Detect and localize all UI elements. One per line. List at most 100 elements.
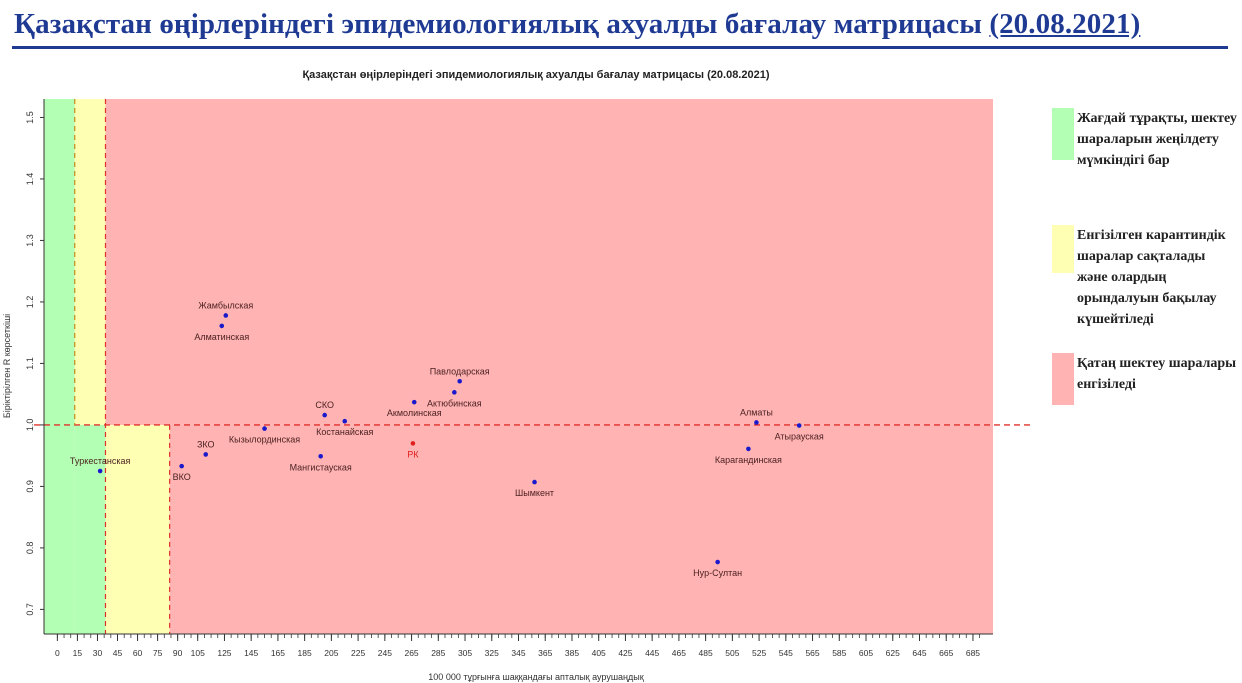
- slide-title: Қазақстан өңірлеріндегі эпидемиологиялық…: [14, 8, 1140, 41]
- data-point-label: СКО: [315, 400, 334, 410]
- data-point-label: Жамбылская: [198, 300, 253, 310]
- data-point: [796, 423, 802, 428]
- legend-swatch: [1052, 108, 1074, 160]
- x-tick-label: 225: [351, 648, 365, 658]
- data-point: [410, 441, 416, 446]
- legend-label: Қатаң шектеу шаралары енгізіледі: [1077, 356, 1237, 392]
- data-point: [452, 390, 457, 395]
- zone-green: [74, 424, 106, 634]
- data-point: [457, 378, 462, 384]
- x-tick-label: 90: [173, 648, 183, 658]
- zone-yellow: [105, 424, 170, 634]
- x-tick-label: 565: [805, 648, 819, 658]
- title-underline: [12, 46, 1228, 49]
- data-point-label: Алматы: [740, 407, 773, 417]
- legend-label: Жағдай тұрақты, шектеу шараларын жеңілде…: [1077, 111, 1237, 168]
- y-tick-label: 0.7: [25, 603, 35, 616]
- x-tick-label: 465: [672, 648, 686, 658]
- data-point-label: Павлодарская: [430, 366, 490, 376]
- x-tick-label: 445: [645, 648, 659, 658]
- x-tick-label: 545: [779, 648, 793, 658]
- x-tick-label: 165: [271, 648, 285, 658]
- data-point: [754, 420, 759, 425]
- x-tick-label: 75: [153, 648, 163, 658]
- zone-red: [105, 99, 994, 425]
- x-tick-label: 645: [912, 648, 926, 658]
- legend-swatch: [1052, 353, 1074, 405]
- data-point-label: Алматинская: [194, 332, 249, 342]
- slide-title-date: (20.08.2021): [989, 8, 1141, 40]
- x-tick-label: 265: [404, 648, 418, 658]
- data-point-label: Актюбинская: [427, 398, 482, 408]
- data-point: [318, 453, 323, 459]
- x-tick-label: 525: [752, 648, 766, 658]
- data-point-label: Мангистауская: [290, 462, 352, 472]
- x-tick-label: 485: [699, 648, 713, 658]
- x-tick-label: 425: [618, 648, 632, 658]
- zone-green: [44, 99, 75, 634]
- x-tick-label: 625: [886, 648, 900, 658]
- x-tick-label: 505: [725, 648, 739, 658]
- data-point-label: Костанайская: [316, 427, 373, 437]
- zone-yellow: [74, 99, 106, 425]
- zone-red: [169, 424, 993, 634]
- x-tick-label: 205: [324, 648, 338, 658]
- data-point-label: Акмолинская: [387, 408, 442, 418]
- y-tick-label: 1.4: [25, 173, 35, 186]
- data-point-label: Шымкент: [515, 488, 554, 498]
- data-point-label: ВКО: [173, 472, 191, 482]
- x-tick-label: 145: [244, 648, 258, 658]
- slide-title-text: Қазақстан өңірлеріндегі эпидемиологиялық…: [14, 8, 982, 40]
- x-tick-label: 30: [93, 648, 103, 658]
- x-tick-label: 685: [966, 648, 980, 658]
- x-tick-label: 385: [565, 648, 579, 658]
- data-point: [342, 418, 348, 424]
- data-point-label: Кызылординская: [229, 435, 300, 445]
- x-tick-label: 585: [832, 648, 846, 658]
- data-point-label: РК: [407, 449, 419, 459]
- x-tick-label: 305: [458, 648, 472, 658]
- data-point: [411, 399, 417, 405]
- data-point: [746, 446, 751, 452]
- x-tick-label: 405: [592, 648, 606, 658]
- x-tick-label: 15: [73, 648, 83, 658]
- data-point: [219, 323, 225, 329]
- x-tick-label: 45: [113, 648, 123, 658]
- x-tick-label: 285: [431, 648, 445, 658]
- data-point-label: Нур-Султан: [693, 568, 742, 578]
- y-tick-label: 0.8: [25, 542, 35, 555]
- data-point: [262, 426, 267, 431]
- x-tick-label: 665: [939, 648, 953, 658]
- x-tick-label: 60: [133, 648, 143, 658]
- y-tick-label: 1.3: [25, 234, 35, 247]
- x-tick-label: 245: [378, 648, 392, 658]
- legend-label: Енгізілген карантиндік шаралар сақталады…: [1077, 228, 1226, 327]
- y-tick-label: 1.0: [25, 419, 35, 432]
- x-tick-label: 185: [298, 648, 312, 658]
- x-tick-label: 105: [191, 648, 205, 658]
- x-tick-label: 325: [485, 648, 499, 658]
- data-point: [179, 463, 184, 469]
- y-tick-label: 1.5: [25, 111, 35, 124]
- data-point-label: Туркестанская: [70, 456, 131, 466]
- y-axis-label: Біріктірілген R көрсеткіші: [2, 314, 12, 418]
- x-tick-label: 365: [538, 648, 552, 658]
- data-point: [97, 468, 103, 474]
- y-tick-label: 1.2: [25, 296, 35, 309]
- y-tick-label: 1.1: [25, 357, 35, 370]
- data-point-label: Карагандинская: [715, 455, 782, 465]
- data-point-label: Атырауская: [775, 432, 824, 442]
- chart-title: Қазақстан өңірлеріндегі эпидемиологиялық…: [302, 69, 769, 81]
- x-axis-label: 100 000 тұрғынға шаққандағы апталық ауру…: [428, 672, 643, 682]
- data-point: [322, 412, 327, 418]
- data-point-label: ЗКО: [197, 439, 215, 449]
- data-point: [532, 479, 537, 485]
- legend-swatch: [1052, 225, 1074, 273]
- data-point: [203, 452, 209, 457]
- data-point: [715, 559, 720, 565]
- x-tick-label: 125: [217, 648, 231, 658]
- x-tick-label: 0: [55, 648, 60, 658]
- x-tick-label: 605: [859, 648, 873, 658]
- y-tick-label: 0.9: [25, 480, 35, 493]
